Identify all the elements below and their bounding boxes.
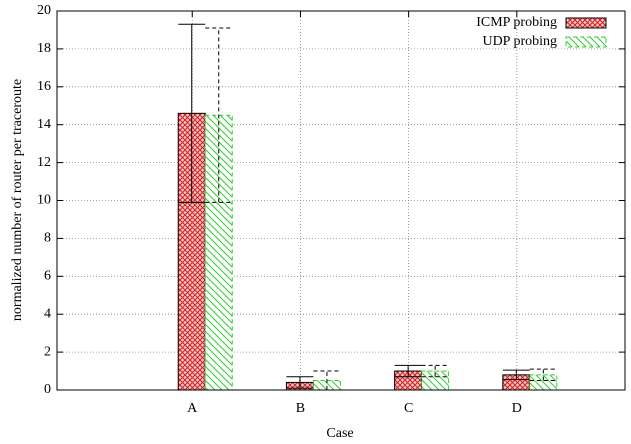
y-tick-label: 14 bbox=[37, 117, 51, 132]
legend-label: ICMP probing bbox=[476, 15, 557, 30]
y-tick-label: 20 bbox=[37, 3, 51, 18]
y-tick-label: 12 bbox=[37, 155, 51, 170]
y-tick-label: 0 bbox=[44, 382, 51, 397]
y-tick-label: 18 bbox=[37, 41, 51, 56]
bar bbox=[204, 114, 233, 391]
legend-swatch bbox=[565, 36, 607, 48]
y-tick-label: 6 bbox=[44, 269, 51, 284]
y-axis-label: normalized number of router per tracerou… bbox=[10, 79, 25, 321]
legend-swatch bbox=[565, 17, 607, 29]
bar bbox=[529, 374, 558, 391]
x-tick-label: D bbox=[512, 401, 522, 416]
y-tick-label: 2 bbox=[44, 344, 51, 359]
y-tick-label: 16 bbox=[37, 79, 51, 94]
x-axis-label: Case bbox=[326, 426, 353, 441]
y-tick-label: 4 bbox=[44, 306, 51, 321]
x-tick-label: B bbox=[296, 401, 305, 416]
x-tick-label: A bbox=[187, 401, 198, 416]
x-tick-label: C bbox=[404, 401, 413, 416]
y-tick-label: 10 bbox=[37, 193, 51, 208]
y-tick-label: 8 bbox=[44, 231, 51, 246]
legend-label: UDP probing bbox=[482, 34, 557, 49]
plot-frame bbox=[56, 10, 626, 391]
